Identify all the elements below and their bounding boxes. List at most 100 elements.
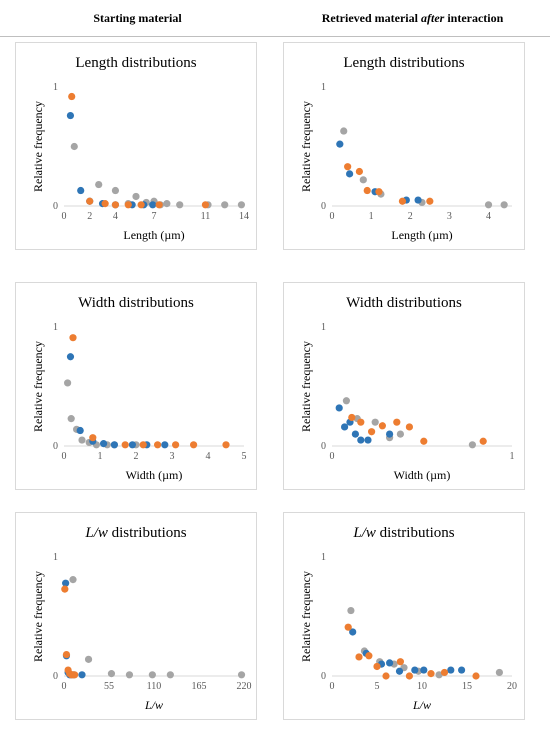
- scatter-point-series-2: [69, 334, 77, 342]
- x-axis-label: L/w: [412, 698, 431, 712]
- chart-title-rest: distributions: [108, 525, 187, 541]
- x-tick-label: 1: [510, 451, 515, 462]
- scatter-point-series-3: [163, 200, 171, 208]
- x-tick-label: 5: [375, 681, 380, 692]
- scatter-point-series-2: [348, 413, 356, 422]
- scatter-point-series-1: [336, 140, 344, 148]
- scatter-point-series-2: [479, 437, 487, 445]
- scatter-point-series-3: [78, 436, 86, 444]
- scatter-point-series-2: [111, 201, 120, 209]
- scatter-point-series-2: [89, 434, 97, 442]
- scatter-point-series-3: [340, 127, 348, 135]
- x-tick-label: 165: [192, 681, 207, 692]
- scatter-point-series-3: [64, 379, 72, 387]
- scatter-point-series-2: [355, 167, 363, 176]
- scatter-point-series-2: [222, 441, 230, 449]
- scatter-point-series-3: [237, 201, 246, 209]
- scatter-point-series-2: [363, 186, 371, 195]
- scatter-point-series-2: [398, 197, 407, 205]
- y-tick-label: 1: [321, 552, 326, 563]
- x-tick-label: 4: [486, 211, 491, 222]
- column-header-starting: Starting material: [0, 0, 275, 36]
- scatter-point-series-3: [342, 397, 350, 405]
- x-tick-label: 0: [330, 211, 335, 222]
- x-tick-label: 2: [408, 211, 413, 222]
- y-tick-label: 0: [53, 201, 58, 212]
- scatter-point-series-2: [420, 437, 428, 445]
- header-divider: [0, 36, 550, 37]
- chart-title-italic: L/w: [84, 525, 108, 541]
- scatter-point-series-2: [124, 201, 132, 209]
- x-axis-label: Width (µm): [394, 468, 451, 482]
- chart-panel-retrieved-width: Width distributions 0 1 0 1 Width (µm) Relativ…: [283, 282, 525, 490]
- scatter-point-series-2: [344, 623, 352, 631]
- chart-svg-start-width: Width distributions 0 1 0 1 2 3 4 5 Width (µm) Rel…: [31, 295, 247, 482]
- column-header-retrieved: Retrieved material after interaction: [275, 0, 550, 36]
- scatter-point-series-2: [68, 92, 76, 101]
- x-tick-label: 20: [507, 681, 517, 692]
- scatter-point-series-2: [365, 652, 373, 660]
- scatter-point-series-3: [359, 176, 367, 184]
- scatter-point-series-3: [69, 576, 77, 584]
- column-header-retrieved-post: interaction: [444, 11, 504, 25]
- x-tick-label: 2: [87, 211, 92, 222]
- scatter-point-series-3: [70, 142, 78, 151]
- x-axis-label: L/w: [144, 698, 163, 712]
- scatter-point-series-3: [371, 418, 379, 426]
- scatter-point-series-2: [472, 672, 480, 680]
- scatter-point-series-2: [427, 670, 435, 678]
- x-tick-label: 5: [242, 451, 247, 462]
- y-tick-label: 1: [53, 82, 58, 93]
- scatter-point-series-3: [484, 201, 493, 209]
- scatter-point-series-2: [190, 441, 198, 449]
- column-header-retrieved-pre: Retrieved material: [321, 11, 421, 25]
- scatter-point-series-1: [364, 436, 372, 444]
- scatter-point-series-3: [107, 670, 116, 678]
- chart-panel-start-width: Width distributions 0 1 0 1 2 3 4 5 Width (µm) Rel…: [15, 282, 257, 490]
- scatter-point-series-2: [368, 428, 376, 436]
- x-tick-label: 0: [62, 451, 67, 462]
- scatter-point-series-2: [201, 201, 210, 209]
- chart-panel-start-lw: L/w distributions 0 1 0 55 110 165 220 L/w Relati…: [15, 512, 257, 720]
- x-tick-label: 4: [113, 211, 118, 222]
- x-tick-label: 3: [447, 211, 452, 222]
- chart-svg-retrieved-width: Width distributions 0 1 0 1 Width (µm) Relativ…: [299, 295, 515, 482]
- scatter-point-series-1: [386, 430, 394, 438]
- scatter-point-series-2: [405, 423, 413, 431]
- chart-title: Width distributions: [78, 295, 194, 311]
- y-tick-label: 1: [321, 82, 326, 93]
- scatter-point-series-1: [110, 441, 118, 449]
- scatter-point-series-2: [344, 163, 352, 171]
- x-tick-label: 2: [134, 451, 139, 462]
- scatter-point-series-3: [500, 201, 508, 209]
- chart-panel-start-length: Length distributions 0 1 0 2 4 7 11 14 Length (µm…: [15, 42, 257, 250]
- scatter-point-series-1: [341, 423, 349, 431]
- chart-title: Length distributions: [75, 55, 196, 71]
- scatter-point-series-1: [66, 111, 75, 120]
- scatter-point-series-3: [166, 671, 174, 679]
- scatter-point-series-3: [237, 671, 246, 679]
- scatter-point-series-1: [357, 436, 365, 444]
- scatter-point-series-2: [137, 201, 145, 209]
- scatter-point-series-1: [346, 170, 354, 178]
- scatter-point-series-1: [66, 353, 75, 361]
- chart-svg-start-lw: L/w distributions 0 1 0 55 110 165 220 L/w Relati…: [31, 525, 252, 712]
- scatter-point-series-3: [176, 201, 184, 209]
- x-axis-label: Length (µm): [123, 228, 184, 242]
- scatter-point-series-3: [148, 671, 156, 679]
- x-tick-label: 3: [170, 451, 175, 462]
- scatter-point-series-3: [396, 430, 404, 438]
- scatter-point-series-1: [76, 426, 84, 435]
- scatter-point-series-2: [393, 418, 401, 426]
- y-tick-label: 1: [53, 322, 58, 333]
- scatter-point-series-2: [440, 668, 449, 677]
- scatter-point-series-2: [172, 441, 180, 449]
- y-axis-label: Relative frequency: [299, 341, 313, 432]
- scatter-point-series-3: [495, 668, 503, 677]
- scatter-point-series-2: [373, 662, 381, 671]
- scatter-point-series-1: [447, 666, 455, 674]
- scatter-point-series-1: [77, 186, 85, 195]
- scatter-point-series-3: [84, 655, 93, 663]
- y-tick-label: 1: [53, 552, 58, 563]
- scatter-point-series-1: [335, 404, 343, 412]
